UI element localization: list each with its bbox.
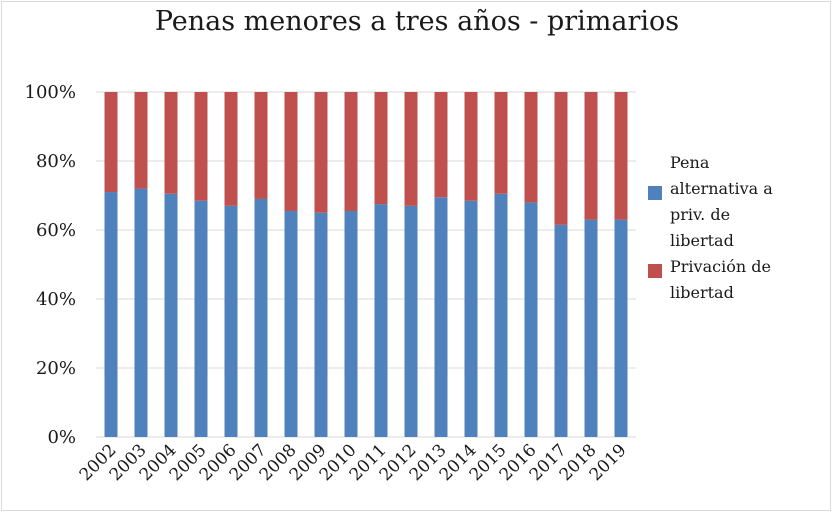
bar-segment-privacion <box>434 92 448 198</box>
bar-segment-pena-alternativa <box>194 200 208 437</box>
y-tick-label: 0% <box>47 427 76 448</box>
bar-segment-pena-alternativa <box>344 211 358 437</box>
legend-label-line: Privación de <box>670 257 771 276</box>
bar-segment-pena-alternativa <box>284 211 298 437</box>
legend-label-line: priv. de <box>670 205 731 224</box>
bar-segment-privacion <box>254 92 268 199</box>
legend-swatch-red <box>648 264 662 278</box>
y-tick-label: 20% <box>36 358 76 379</box>
bar-segment-pena-alternativa <box>434 197 448 437</box>
legend-swatch-blue <box>648 186 662 200</box>
bar-segment-pena-alternativa <box>374 204 388 437</box>
legend-item-pena-alternativa: Pena alternativa a priv. de libertad <box>648 150 818 254</box>
bar-segment-privacion <box>284 92 298 212</box>
bar-segment-pena-alternativa <box>104 192 118 437</box>
bar-segment-pena-alternativa <box>524 202 538 437</box>
y-tick-label: 80% <box>36 151 76 172</box>
chart-title: Penas menores a tres años - primarios <box>154 6 680 37</box>
bar-segment-privacion <box>524 92 538 203</box>
bar-segment-privacion <box>494 92 508 194</box>
bar-segment-privacion <box>554 92 568 225</box>
bar-segment-pena-alternativa <box>134 188 148 437</box>
bar-segment-privacion <box>614 92 628 220</box>
bar-segment-pena-alternativa <box>464 200 478 437</box>
legend: Pena alternativa a priv. de libertad Pri… <box>648 150 818 306</box>
legend-label-line: libertad <box>670 231 734 250</box>
legend-item-privacion: Privación de libertad <box>648 254 818 306</box>
legend-label-line: Pena <box>670 153 710 172</box>
bar-segment-privacion <box>374 92 388 205</box>
bar-segment-pena-alternativa <box>404 205 418 437</box>
bar-segment-pena-alternativa <box>584 219 598 437</box>
bar-segment-privacion <box>104 92 118 193</box>
y-tick-label: 40% <box>36 289 76 310</box>
bar-segment-privacion <box>464 92 478 201</box>
bar-segment-pena-alternativa <box>224 205 238 437</box>
legend-label-line: libertad <box>670 283 734 302</box>
bar-segment-pena-alternativa <box>554 224 568 437</box>
bar-segment-privacion <box>314 92 328 213</box>
bar-segment-privacion <box>194 92 208 201</box>
bar-segment-privacion <box>584 92 598 220</box>
bar-segment-privacion <box>224 92 238 206</box>
bar-segment-privacion <box>404 92 418 206</box>
legend-label-line: alternativa a <box>670 179 773 198</box>
y-tick-label: 60% <box>36 220 76 241</box>
bar-segment-privacion <box>134 92 148 189</box>
bar-segment-pena-alternativa <box>254 198 268 437</box>
bar-segment-privacion <box>164 92 178 194</box>
bar-segment-pena-alternativa <box>494 193 508 437</box>
y-tick-label: 100% <box>25 82 76 103</box>
bar-segment-pena-alternativa <box>614 219 628 437</box>
bar-segment-pena-alternativa <box>164 193 178 437</box>
bar-segment-privacion <box>344 92 358 212</box>
bar-segment-pena-alternativa <box>314 212 328 437</box>
